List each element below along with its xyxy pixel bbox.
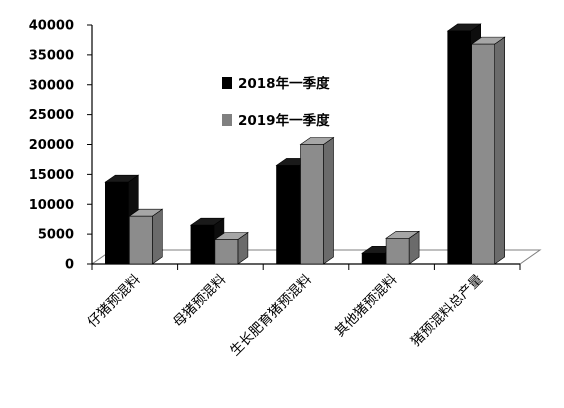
legend-swatch-0 xyxy=(222,77,232,89)
y-axis: 0 5000 10000 15000 20000 25000 30000 35000 40000 xyxy=(29,19,93,273)
y-tick-label: 5000 xyxy=(38,228,74,243)
x-category-label-3: 其他猪预混料 xyxy=(332,271,401,340)
bar-2019-0 xyxy=(128,208,164,265)
y-tick-label: 25000 xyxy=(29,108,74,123)
legend-label-0: 2018年一季度 xyxy=(238,75,330,92)
bar-front-face xyxy=(276,165,300,265)
bar-front-face xyxy=(190,224,215,265)
bar-side-face xyxy=(152,208,163,265)
bar-front-face xyxy=(105,181,129,265)
bar-side-face xyxy=(323,136,334,265)
y-tick-label: 10000 xyxy=(29,198,74,213)
bar-front-face xyxy=(300,144,324,265)
x-category-label-1: 母猪预混料 xyxy=(170,271,229,330)
y-tick-label: 35000 xyxy=(29,48,74,63)
bar-front-face xyxy=(385,238,410,265)
bars xyxy=(104,23,506,265)
bar-front-face xyxy=(214,239,239,265)
x-category-label-0: 仔猪预混料 xyxy=(85,271,144,330)
y-tick-label: 20000 xyxy=(29,138,74,153)
y-tick-label: 15000 xyxy=(29,168,74,183)
y-tick-label: 30000 xyxy=(29,78,74,93)
bar-front-face xyxy=(447,30,472,265)
x-category-label-4: 猪预混料总产量 xyxy=(408,272,486,350)
bar-2019-3 xyxy=(385,230,421,265)
bar-front-face xyxy=(129,215,153,265)
legend-swatch-1 xyxy=(222,114,232,126)
x-category-label-2: 生长肥育猪预混料 xyxy=(227,271,315,359)
legend-label-1: 2019年一季度 xyxy=(238,112,330,129)
y-tick-label: 40000 xyxy=(29,19,74,34)
y-tick-label: 0 xyxy=(65,258,74,273)
bar-2019-4 xyxy=(470,36,506,265)
bar-side-face xyxy=(494,36,506,265)
bar-2019-1 xyxy=(213,231,249,265)
bar-2019-2 xyxy=(299,136,335,265)
bar-front-face xyxy=(471,43,496,265)
bar-front-face xyxy=(361,252,386,265)
legend: 2018年一季度 2019年一季度 xyxy=(222,75,330,129)
